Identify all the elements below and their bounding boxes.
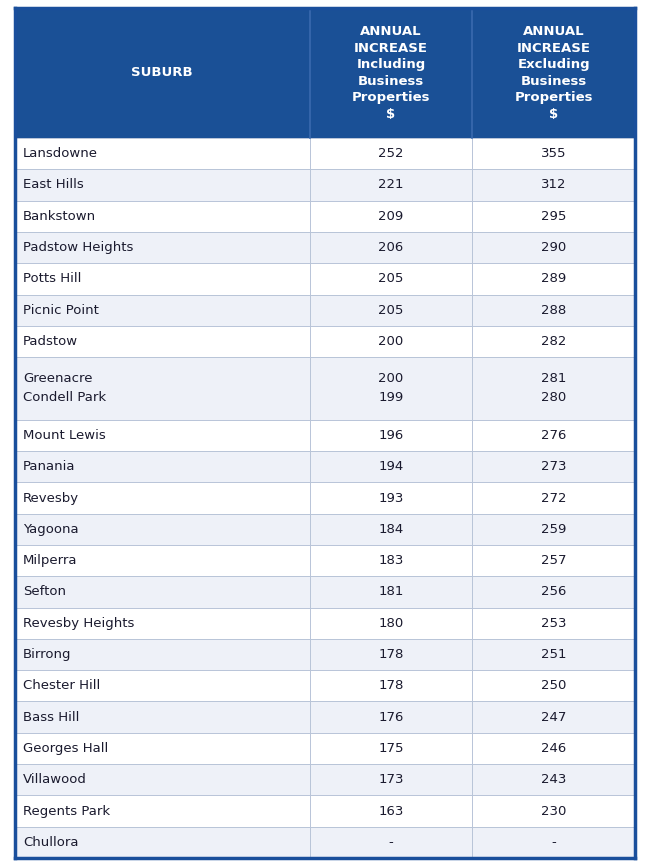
Text: 253: 253 bbox=[541, 617, 566, 630]
Text: 178: 178 bbox=[378, 648, 404, 661]
Text: 273: 273 bbox=[541, 460, 566, 473]
Text: Revesby: Revesby bbox=[23, 492, 79, 505]
Bar bbox=[15, 576, 635, 608]
Bar bbox=[15, 138, 635, 170]
Bar bbox=[15, 545, 635, 576]
Text: Chullora: Chullora bbox=[23, 836, 79, 849]
Bar bbox=[15, 170, 635, 201]
Text: Villawood: Villawood bbox=[23, 773, 87, 786]
Text: 276: 276 bbox=[541, 429, 566, 442]
Bar bbox=[15, 357, 635, 420]
Text: 243: 243 bbox=[541, 773, 566, 786]
Text: 173: 173 bbox=[378, 773, 404, 786]
Bar bbox=[15, 639, 635, 670]
Text: 206: 206 bbox=[378, 241, 404, 254]
Bar bbox=[15, 733, 635, 764]
Text: Panania: Panania bbox=[23, 460, 75, 473]
Text: 163: 163 bbox=[378, 805, 404, 818]
Bar bbox=[15, 451, 635, 482]
Text: 230: 230 bbox=[541, 805, 566, 818]
Text: 200: 200 bbox=[378, 335, 404, 348]
Text: 221: 221 bbox=[378, 178, 404, 191]
Text: 252: 252 bbox=[378, 147, 404, 160]
Text: 205: 205 bbox=[378, 304, 404, 317]
Text: 181: 181 bbox=[378, 585, 404, 598]
Text: 259: 259 bbox=[541, 523, 566, 536]
Text: 175: 175 bbox=[378, 742, 404, 755]
Text: 178: 178 bbox=[378, 679, 404, 692]
Bar bbox=[15, 764, 635, 795]
Bar bbox=[15, 201, 635, 232]
Text: Revesby Heights: Revesby Heights bbox=[23, 617, 135, 630]
Text: Lansdowne: Lansdowne bbox=[23, 147, 98, 160]
Text: Milperra: Milperra bbox=[23, 554, 77, 567]
Text: 355: 355 bbox=[541, 147, 566, 160]
Text: Mount Lewis: Mount Lewis bbox=[23, 429, 106, 442]
Bar bbox=[15, 701, 635, 733]
Text: Greenacre
Condell Park: Greenacre Condell Park bbox=[23, 372, 106, 404]
Text: 281
280: 281 280 bbox=[541, 372, 566, 404]
Text: 183: 183 bbox=[378, 554, 404, 567]
Text: -: - bbox=[389, 836, 393, 849]
Bar bbox=[15, 670, 635, 701]
Bar bbox=[15, 420, 635, 451]
Bar bbox=[15, 8, 635, 138]
Text: Chester Hill: Chester Hill bbox=[23, 679, 100, 692]
Text: Sefton: Sefton bbox=[23, 585, 66, 598]
Text: Bankstown: Bankstown bbox=[23, 210, 96, 223]
Text: East Hills: East Hills bbox=[23, 178, 84, 191]
Text: Birrong: Birrong bbox=[23, 648, 72, 661]
Text: Padstow: Padstow bbox=[23, 335, 78, 348]
Text: 250: 250 bbox=[541, 679, 566, 692]
Text: 272: 272 bbox=[541, 492, 566, 505]
Text: Padstow Heights: Padstow Heights bbox=[23, 241, 133, 254]
Text: 295: 295 bbox=[541, 210, 566, 223]
Text: 196: 196 bbox=[378, 429, 404, 442]
Bar bbox=[15, 514, 635, 545]
Text: Yagoona: Yagoona bbox=[23, 523, 79, 536]
Bar bbox=[15, 326, 635, 357]
Bar bbox=[15, 827, 635, 858]
Bar bbox=[15, 232, 635, 263]
Text: SUBURB: SUBURB bbox=[131, 67, 193, 80]
Text: Bass Hill: Bass Hill bbox=[23, 711, 79, 724]
Text: -: - bbox=[551, 836, 556, 849]
Text: 289: 289 bbox=[541, 273, 566, 286]
Text: 282: 282 bbox=[541, 335, 566, 348]
Text: 256: 256 bbox=[541, 585, 566, 598]
Text: ANNUAL
INCREASE
Including
Business
Properties
$: ANNUAL INCREASE Including Business Prope… bbox=[352, 25, 430, 120]
Bar bbox=[15, 795, 635, 827]
Text: Potts Hill: Potts Hill bbox=[23, 273, 81, 286]
Text: 180: 180 bbox=[378, 617, 404, 630]
Text: 290: 290 bbox=[541, 241, 566, 254]
Text: 184: 184 bbox=[378, 523, 404, 536]
Text: Picnic Point: Picnic Point bbox=[23, 304, 99, 317]
Text: 176: 176 bbox=[378, 711, 404, 724]
Bar bbox=[15, 608, 635, 639]
Bar bbox=[15, 294, 635, 326]
Text: 288: 288 bbox=[541, 304, 566, 317]
Text: Georges Hall: Georges Hall bbox=[23, 742, 109, 755]
Text: 209: 209 bbox=[378, 210, 404, 223]
Bar bbox=[15, 482, 635, 514]
Text: 193: 193 bbox=[378, 492, 404, 505]
Text: ANNUAL
INCREASE
Excluding
Business
Properties
$: ANNUAL INCREASE Excluding Business Prope… bbox=[514, 25, 593, 120]
Text: Regents Park: Regents Park bbox=[23, 805, 110, 818]
Text: 194: 194 bbox=[378, 460, 404, 473]
Text: 200
199: 200 199 bbox=[378, 372, 404, 404]
Text: 312: 312 bbox=[541, 178, 566, 191]
Bar bbox=[15, 263, 635, 294]
Text: 246: 246 bbox=[541, 742, 566, 755]
Text: 205: 205 bbox=[378, 273, 404, 286]
Text: 251: 251 bbox=[541, 648, 566, 661]
Text: 257: 257 bbox=[541, 554, 566, 567]
Text: 247: 247 bbox=[541, 711, 566, 724]
